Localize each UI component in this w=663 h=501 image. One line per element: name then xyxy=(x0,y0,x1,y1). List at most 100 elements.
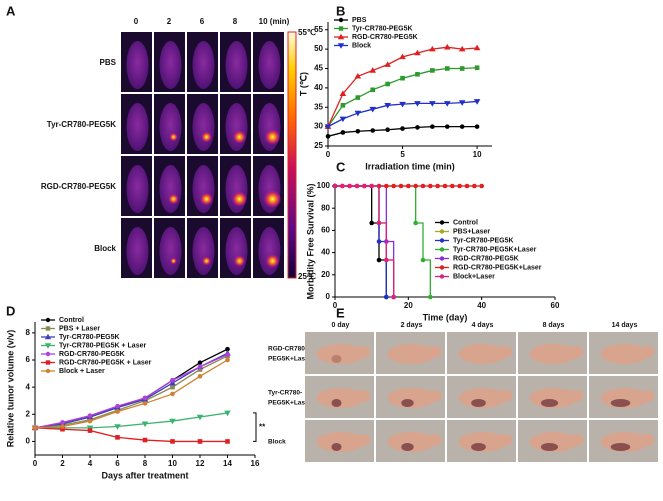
legend-marker xyxy=(45,368,51,374)
step-segment xyxy=(386,240,395,297)
colorbar-min: 25℃ xyxy=(298,272,316,281)
legend-label: Tyr-CR780-PEG5K + Laser xyxy=(59,342,146,349)
legend-label: RGD-CR780-PEG5K xyxy=(59,351,125,358)
legend-label: Tyr-CR780-PEG5K xyxy=(352,25,413,32)
data-point xyxy=(170,378,175,383)
data-point xyxy=(459,66,465,71)
row-label: PEG5K+Laser xyxy=(268,400,312,407)
data-point xyxy=(413,220,418,226)
column-header: 10 (min) xyxy=(259,17,290,26)
mouse-silhouette xyxy=(192,41,215,89)
data-point xyxy=(415,125,420,130)
mouse-head xyxy=(496,346,513,358)
data-point xyxy=(376,257,382,263)
data-point xyxy=(376,239,382,244)
tumor xyxy=(331,355,342,363)
data-point xyxy=(474,65,480,71)
x-tick-label: 14 xyxy=(223,459,232,468)
data-point xyxy=(141,421,149,428)
data-point xyxy=(325,134,331,139)
legend-label: Tyr-CR780-PEG5K xyxy=(453,237,514,244)
legend-marker xyxy=(337,43,345,49)
data-point xyxy=(370,87,376,93)
tumor xyxy=(540,443,559,451)
y-tick-label: 8 xyxy=(26,328,31,337)
data-point xyxy=(384,103,391,109)
data-point xyxy=(430,124,435,129)
x-tick-label: 60 xyxy=(551,301,560,310)
data-point xyxy=(197,364,203,370)
data-point xyxy=(225,439,230,444)
column-header: 14 days xyxy=(612,322,638,329)
panel-label: A xyxy=(6,3,16,18)
data-point xyxy=(87,413,93,418)
legend-marker xyxy=(45,351,51,357)
data-point xyxy=(324,124,332,130)
data-point xyxy=(384,257,389,263)
y-tick-label: 0 xyxy=(26,437,31,446)
data-point xyxy=(415,72,420,77)
hot-spot xyxy=(233,255,246,267)
mouse-body xyxy=(387,344,436,364)
mouse-silhouette xyxy=(126,227,149,275)
legend-label: Block+Laser xyxy=(453,273,495,280)
x-tick-label: 0 xyxy=(333,301,338,310)
legend-label: RGD-CR780-PEG5K + Laser xyxy=(59,359,152,366)
data-point xyxy=(459,124,465,129)
data-point xyxy=(444,66,450,71)
x-tick-label: 10 xyxy=(168,459,177,468)
x-tick-label: 20 xyxy=(404,301,413,310)
mouse-body xyxy=(316,388,365,408)
data-point xyxy=(339,90,347,96)
x-tick-label: 8 xyxy=(143,459,148,468)
mouse-silhouette xyxy=(126,165,149,213)
y-tick-label: 25 xyxy=(314,141,323,150)
mouse-silhouette xyxy=(225,41,248,89)
data-point xyxy=(60,420,65,425)
data-point xyxy=(443,43,451,50)
x-tick-label: 10 xyxy=(473,150,482,159)
data-point xyxy=(435,183,440,189)
hot-spot xyxy=(200,192,213,206)
colorbar-max: 55℃ xyxy=(298,28,316,37)
x-tick-label: 6 xyxy=(115,459,120,468)
row-label: Tyr-CR780-PEG5K xyxy=(47,120,116,129)
tumor xyxy=(471,399,486,407)
data-point xyxy=(115,403,120,409)
step-segment xyxy=(386,259,395,297)
step-segment xyxy=(371,185,380,223)
x-axis-label: Irradiation time (min) xyxy=(365,161,455,171)
hot-spot xyxy=(168,193,179,205)
data-point xyxy=(340,103,346,108)
hot-spot xyxy=(202,256,211,266)
data-point xyxy=(458,100,466,106)
data-point xyxy=(442,183,448,189)
hot-spot xyxy=(263,190,282,208)
data-point xyxy=(443,101,451,107)
mouse-head xyxy=(354,434,371,446)
data-point xyxy=(370,128,376,133)
data-point xyxy=(355,95,361,100)
data-point xyxy=(400,126,405,131)
y-tick-label: 4 xyxy=(26,382,31,391)
data-point xyxy=(87,418,93,424)
step-segment xyxy=(379,240,387,297)
x-tick-label: 5 xyxy=(400,150,405,159)
row-label: RGD-CR780-PEG5K xyxy=(41,182,116,191)
tumor xyxy=(610,443,631,451)
hot-spot xyxy=(232,130,247,144)
legend-label: RGD-CR780-PEG5K+Laser xyxy=(453,264,542,271)
data-point xyxy=(197,439,203,444)
mouse-body xyxy=(316,432,365,452)
x-tick-label: 0 xyxy=(326,150,331,159)
legend-label: Block xyxy=(352,42,371,49)
data-point xyxy=(444,124,450,129)
legend-marker xyxy=(44,333,52,340)
mouse-silhouette xyxy=(225,103,248,151)
mouse-body xyxy=(529,344,578,364)
tumor xyxy=(401,443,414,451)
legend-marker xyxy=(439,220,445,225)
column-header: 0 day xyxy=(332,322,350,329)
row-label: RGD-CR780- xyxy=(268,346,307,353)
data-point xyxy=(369,183,374,189)
